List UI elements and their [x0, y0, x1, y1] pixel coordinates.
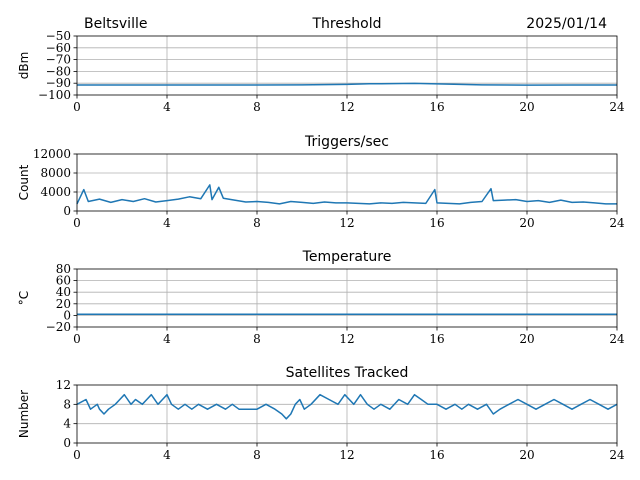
x-tick-label: 0: [73, 332, 81, 346]
y-tick-label: −60: [46, 41, 71, 55]
panel-title: Temperature: [302, 249, 392, 265]
y-tick-label: −80: [46, 64, 71, 78]
y-axis-label: Number: [17, 390, 31, 438]
y-tick-label: 80: [56, 262, 71, 276]
x-tick-label: 4: [163, 448, 171, 462]
panel-1: 0 4 8 12 16 20 24 −100−90−80−70−60−50 Threshold d…: [17, 16, 625, 114]
y-tick-label: −70: [46, 53, 71, 67]
y-tick-label: 0: [63, 436, 71, 450]
x-tick-label: 8: [253, 448, 261, 462]
x-tick-label: 8: [253, 100, 261, 114]
x-tick-label: 24: [609, 448, 625, 462]
y-tick-label: 60: [56, 274, 71, 288]
x-tick-label: 4: [163, 216, 171, 230]
y-tick-label: −90: [46, 76, 71, 90]
x-tick-label: 24: [609, 216, 625, 230]
x-tick-label: 20: [519, 100, 534, 114]
x-tick-label: 8: [253, 216, 261, 230]
y-axis-label: Count: [17, 164, 31, 200]
x-tick-label: 4: [163, 332, 171, 346]
x-tick-label: 4: [163, 100, 171, 114]
y-tick-label: 40: [56, 285, 71, 299]
y-tick-label: 8000: [40, 166, 71, 180]
panel-4: 0 4 8 12 16 20 24 0 4 8 12 Satellites Tracked Number: [17, 365, 625, 462]
y-tick-label: 0: [63, 308, 71, 322]
x-tick-label: 16: [429, 448, 444, 462]
station-label: Beltsville: [84, 16, 147, 32]
series-line: [76, 393, 618, 420]
y-tick-label: 8: [63, 397, 71, 411]
y-tick-label: 4000: [40, 185, 71, 199]
panel-title: Threshold: [312, 16, 382, 32]
panel-2: 0 4 8 12 16 20 24 0 4000 8000 12000 Triggers/sec Cou…: [17, 134, 625, 230]
panel-title: Satellites Tracked: [286, 365, 409, 381]
x-tick-label: 20: [519, 448, 534, 462]
series-line: [76, 184, 617, 205]
x-tick-label: 12: [339, 332, 354, 346]
y-tick-label: −50: [46, 29, 71, 43]
y-tick-label: 12: [56, 378, 71, 392]
x-tick-label: 8: [253, 332, 261, 346]
x-tick-label: 0: [73, 448, 81, 462]
x-tick-label: 12: [339, 100, 354, 114]
y-tick-label: 0: [63, 204, 71, 218]
y-axis-label: °C: [17, 291, 31, 305]
x-tick-label: 16: [429, 216, 444, 230]
x-tick-label: 24: [609, 100, 625, 114]
y-tick-label: −20: [46, 320, 71, 334]
y-tick-label: 12000: [33, 147, 71, 161]
y-tick-label: −100: [38, 88, 71, 102]
x-tick-label: 20: [519, 216, 534, 230]
x-tick-label: 20: [519, 332, 534, 346]
y-axis-label: dBm: [17, 52, 31, 80]
x-tick-label: 16: [429, 332, 444, 346]
x-tick-label: 16: [429, 100, 444, 114]
panel-title: Triggers/sec: [304, 134, 389, 150]
x-tick-label: 24: [609, 332, 625, 346]
series-line: [77, 82, 617, 86]
x-tick-label: 0: [73, 100, 81, 114]
date-label: 2025/01/14: [526, 16, 607, 32]
y-tick-label: 20: [56, 297, 71, 311]
x-tick-label: 0: [73, 216, 81, 230]
x-tick-label: 12: [339, 216, 354, 230]
y-tick-label: 4: [63, 417, 71, 431]
x-tick-label: 12: [339, 448, 354, 462]
